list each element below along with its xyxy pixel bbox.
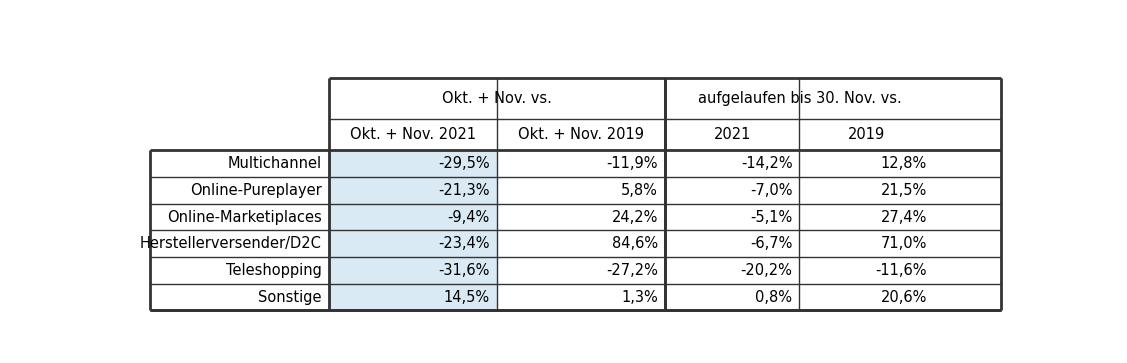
- Bar: [329, 257, 497, 284]
- Text: 5,8%: 5,8%: [621, 183, 658, 198]
- Text: Herstellerversender/D2C: Herstellerversender/D2C: [140, 236, 321, 251]
- Text: Online-Pureplayer: Online-Pureplayer: [190, 183, 321, 198]
- Text: 2021: 2021: [713, 127, 751, 142]
- Text: -11,6%: -11,6%: [876, 263, 928, 278]
- Text: -9,4%: -9,4%: [447, 209, 490, 225]
- Text: -11,9%: -11,9%: [606, 156, 658, 171]
- Text: -5,1%: -5,1%: [751, 209, 792, 225]
- Text: -6,7%: -6,7%: [751, 236, 792, 251]
- Text: 71,0%: 71,0%: [880, 236, 928, 251]
- Text: 0,8%: 0,8%: [755, 290, 792, 305]
- Text: -23,4%: -23,4%: [438, 236, 490, 251]
- Text: 2019: 2019: [848, 127, 886, 142]
- Bar: [329, 231, 497, 257]
- Text: Okt. + Nov. vs.: Okt. + Nov. vs.: [442, 91, 552, 106]
- Text: 27,4%: 27,4%: [880, 209, 928, 225]
- Bar: [329, 204, 497, 231]
- Text: -14,2%: -14,2%: [740, 156, 792, 171]
- Text: -21,3%: -21,3%: [438, 183, 490, 198]
- Text: 12,8%: 12,8%: [880, 156, 928, 171]
- Text: 14,5%: 14,5%: [444, 290, 490, 305]
- Text: -31,6%: -31,6%: [438, 263, 490, 278]
- Text: 84,6%: 84,6%: [612, 236, 658, 251]
- Text: -27,2%: -27,2%: [606, 263, 658, 278]
- Text: 1,3%: 1,3%: [621, 290, 658, 305]
- Text: Teleshopping: Teleshopping: [225, 263, 321, 278]
- Text: Okt. + Nov. 2021: Okt. + Nov. 2021: [349, 127, 476, 142]
- Text: Multichannel: Multichannel: [228, 156, 321, 171]
- Bar: [329, 284, 497, 310]
- Text: 24,2%: 24,2%: [612, 209, 658, 225]
- Text: Okt. + Nov. 2019: Okt. + Nov. 2019: [518, 127, 644, 142]
- Text: -7,0%: -7,0%: [749, 183, 792, 198]
- Text: -20,2%: -20,2%: [740, 263, 792, 278]
- Text: 21,5%: 21,5%: [880, 183, 928, 198]
- Text: Sonstige: Sonstige: [258, 290, 321, 305]
- Text: Online-Marketiplaces: Online-Marketiplaces: [167, 209, 321, 225]
- Bar: [329, 150, 497, 177]
- Text: 20,6%: 20,6%: [880, 290, 928, 305]
- Text: aufgelaufen bis 30. Nov. vs.: aufgelaufen bis 30. Nov. vs.: [698, 91, 902, 106]
- Bar: [329, 177, 497, 204]
- Text: -29,5%: -29,5%: [438, 156, 490, 171]
